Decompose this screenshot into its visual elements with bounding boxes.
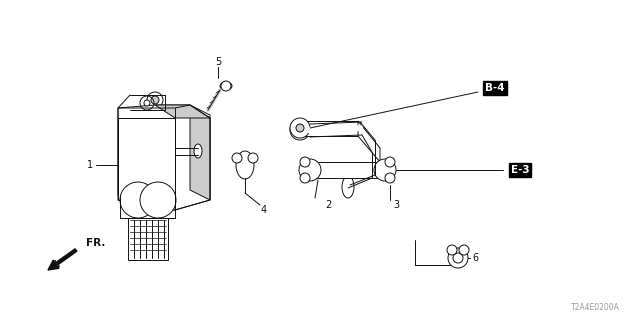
Circle shape (232, 153, 242, 163)
Text: FR.: FR. (86, 238, 106, 248)
Circle shape (300, 157, 310, 167)
Polygon shape (190, 108, 210, 200)
Text: 3: 3 (393, 200, 399, 210)
Text: 4: 4 (261, 205, 267, 215)
Text: 6: 6 (472, 253, 478, 263)
Circle shape (448, 248, 468, 268)
Text: 5: 5 (215, 57, 221, 67)
Ellipse shape (194, 144, 202, 158)
Circle shape (248, 153, 258, 163)
Polygon shape (155, 105, 210, 118)
Circle shape (296, 126, 304, 134)
Circle shape (385, 157, 395, 167)
Polygon shape (310, 162, 380, 178)
Text: E-3: E-3 (511, 165, 529, 175)
Polygon shape (118, 118, 175, 200)
Circle shape (290, 118, 310, 138)
Polygon shape (358, 121, 380, 162)
Circle shape (385, 173, 395, 183)
Circle shape (300, 173, 310, 183)
Polygon shape (296, 121, 358, 136)
Ellipse shape (220, 82, 232, 90)
Circle shape (447, 245, 457, 255)
Circle shape (453, 253, 463, 263)
Circle shape (459, 245, 469, 255)
Circle shape (120, 182, 156, 218)
Circle shape (221, 81, 231, 91)
Circle shape (296, 124, 304, 132)
Text: 2: 2 (325, 200, 331, 210)
Circle shape (140, 182, 176, 218)
Text: 1: 1 (87, 160, 93, 170)
Circle shape (374, 159, 396, 181)
Ellipse shape (236, 151, 254, 179)
Circle shape (144, 100, 150, 106)
Text: T2A4E0200A: T2A4E0200A (571, 303, 620, 312)
Circle shape (151, 96, 159, 104)
Polygon shape (128, 218, 168, 260)
FancyArrow shape (48, 249, 77, 270)
Polygon shape (118, 105, 210, 210)
Ellipse shape (342, 176, 354, 198)
Text: B-4: B-4 (485, 83, 505, 93)
Circle shape (299, 159, 321, 181)
